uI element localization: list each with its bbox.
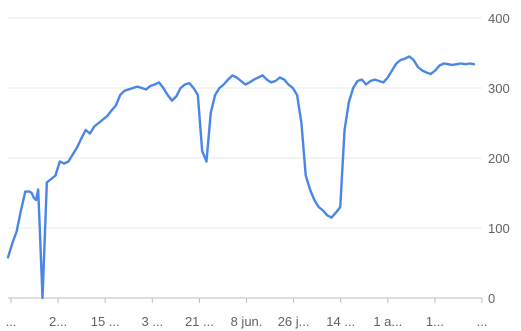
y-tick-label: 200 — [488, 151, 510, 166]
x-tick-label: 26 j... — [278, 314, 310, 329]
grid-layer — [8, 17, 482, 229]
x-tick-label: ... — [6, 314, 17, 329]
y-tick-label: 100 — [488, 221, 510, 236]
x-tick-label: 15 ... — [91, 314, 120, 329]
x-tick-label: 2... — [49, 314, 67, 329]
y-tick-label: 400 — [488, 11, 510, 26]
x-tick-label: 14 ... — [326, 314, 355, 329]
x-tick-label: 8 jun. — [231, 314, 263, 329]
series-line — [6, 55, 476, 300]
series-layer — [6, 55, 476, 300]
y-tick-label: 0 — [488, 291, 495, 306]
x-tick-label: 1... — [426, 314, 444, 329]
axis-layer — [8, 297, 483, 303]
label-layer: 0 100 200 300 400... 2... 15 ... 3 ... 21 ... 8 j… — [6, 11, 510, 329]
x-tick-label: 21 ... — [185, 314, 214, 329]
x-tick-label: 3 ... — [141, 314, 163, 329]
y-tick-label: 300 — [488, 81, 510, 96]
x-tick-label: ... — [477, 314, 488, 329]
x-tick-label: 1 a... — [373, 314, 402, 329]
